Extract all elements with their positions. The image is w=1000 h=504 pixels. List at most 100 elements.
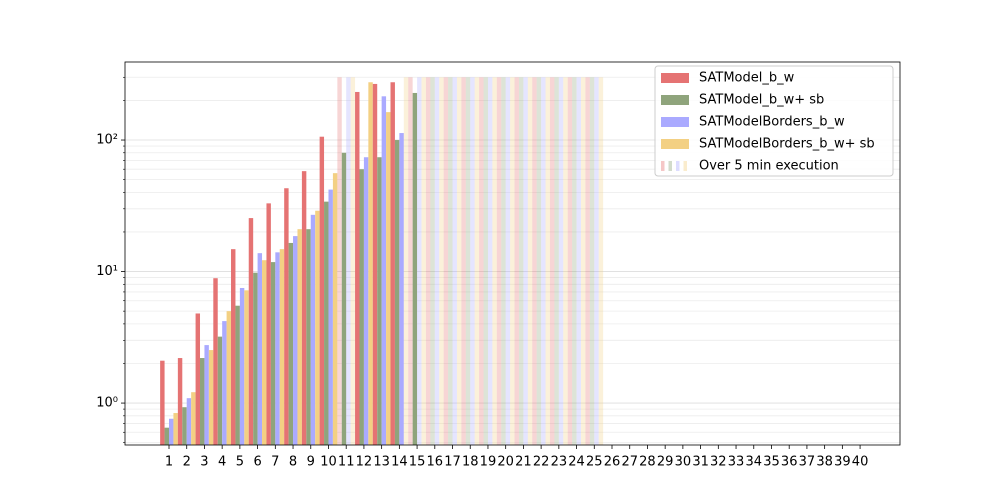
bar [545, 77, 550, 445]
bar [541, 77, 546, 445]
x-tick-label: 37 [799, 455, 816, 470]
legend-limit-swatch [676, 161, 680, 171]
bar [510, 77, 515, 445]
bar [452, 77, 457, 445]
bar [514, 77, 519, 445]
bar [372, 83, 378, 446]
x-tick-label: 22 [533, 455, 550, 470]
bar [231, 249, 236, 445]
bar [439, 77, 444, 445]
bar [297, 229, 302, 445]
x-tick-label: 9 [307, 455, 315, 470]
x-tick-label: 3 [200, 455, 208, 470]
bar [479, 77, 484, 445]
bar [434, 77, 440, 445]
bar [465, 77, 471, 445]
bar [235, 305, 240, 445]
bar [253, 272, 258, 445]
bar [448, 77, 453, 445]
x-tick-label: 11 [338, 455, 355, 470]
bar [527, 77, 533, 445]
bar [177, 358, 183, 445]
x-tick-label: 33 [728, 455, 745, 470]
legend-label: SATModelBorders_b_w [699, 115, 845, 130]
x-tick-label: 25 [586, 455, 603, 470]
bar [461, 77, 466, 445]
bar [262, 260, 267, 445]
x-tick-label: 24 [568, 455, 585, 470]
bar [523, 77, 528, 445]
bar [483, 77, 488, 445]
bar [208, 350, 214, 445]
legend-limit-swatch [683, 161, 687, 171]
bar [350, 77, 356, 445]
x-tick-label: 35 [763, 455, 780, 470]
bar [518, 77, 524, 445]
bar [301, 171, 307, 445]
x-tick-label: 4 [218, 455, 226, 470]
bar [337, 77, 342, 445]
bar [487, 77, 493, 445]
x-tick-label: 40 [852, 455, 869, 470]
bar [381, 96, 387, 446]
legend-label: Over 5 min execution [699, 159, 839, 174]
bar [363, 157, 369, 445]
bar [319, 136, 325, 446]
bar [443, 77, 449, 445]
bar [563, 77, 568, 445]
bar [359, 169, 364, 445]
x-tick-label: 30 [675, 455, 692, 470]
x-tick-label: 31 [692, 455, 709, 470]
bar [576, 77, 581, 445]
bar [204, 345, 209, 445]
x-tick-label: 10 [320, 455, 337, 470]
x-tick-label: 16 [427, 455, 444, 470]
bar [222, 321, 227, 445]
x-tick-label: 23 [551, 455, 568, 470]
x-tick-label: 5 [236, 455, 244, 470]
legend-label: SATModelBorders_b_w+ sb [699, 137, 875, 152]
x-tick-label: 8 [289, 455, 297, 470]
bar [191, 392, 196, 445]
bar [558, 77, 564, 445]
x-tick-label: 34 [745, 455, 762, 470]
bar [164, 427, 169, 445]
bar [332, 173, 338, 445]
x-tick-label: 15 [409, 455, 426, 470]
bar [182, 407, 187, 445]
bar [598, 77, 604, 445]
x-tick-label: 19 [480, 455, 497, 470]
legend-label: SATModel_b_w [699, 71, 795, 86]
bar [408, 77, 413, 445]
x-tick-label: 17 [444, 455, 461, 470]
bar [217, 336, 223, 445]
bar [160, 360, 165, 445]
legend-swatch [661, 73, 689, 83]
x-tick-label: 18 [462, 455, 479, 470]
x-tick-label: 27 [621, 455, 638, 470]
bar [456, 77, 462, 445]
x-tick-label: 20 [497, 455, 514, 470]
bar [195, 313, 201, 445]
x-tick-label: 32 [710, 455, 727, 470]
bar [425, 77, 431, 445]
x-tick-label: 36 [781, 455, 798, 470]
legend-box [654, 65, 894, 177]
bar [589, 77, 595, 445]
bar [306, 229, 311, 445]
x-tick-label: 2 [183, 455, 191, 470]
bar [328, 189, 333, 445]
bar [173, 413, 178, 445]
bar [186, 398, 192, 445]
bar [239, 287, 245, 445]
bar [284, 188, 289, 446]
bar [394, 140, 400, 445]
legend-swatch [661, 139, 689, 149]
bar [501, 77, 506, 445]
legend-swatch [661, 95, 689, 105]
x-tick-label: 1 [165, 455, 173, 470]
bar [474, 77, 480, 445]
x-tick-label: 12 [356, 455, 373, 470]
bar [532, 77, 537, 445]
